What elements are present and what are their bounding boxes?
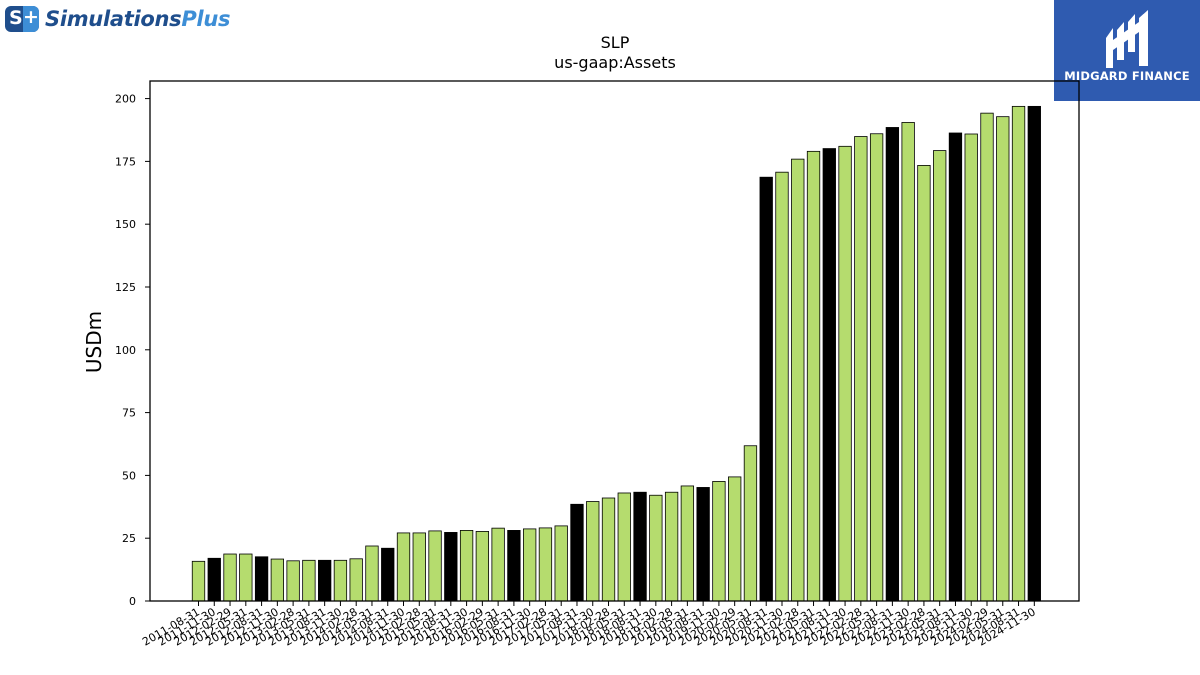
y-tick-label-25: 25 xyxy=(122,532,136,545)
bar-2015-02-28 xyxy=(412,532,426,602)
y-axis: 0 25 50 75 100 125 150 175 200 xyxy=(115,93,150,608)
logo-name-main: Simulations xyxy=(45,7,182,31)
y-axis-label: USDm xyxy=(82,311,106,373)
chart-title: SLP xyxy=(601,33,630,52)
bar-2014-11-30 xyxy=(396,532,411,602)
bar-2023-02-28 xyxy=(917,165,931,602)
bar-2013-11-30 xyxy=(333,559,348,602)
y-tick-label-75: 75 xyxy=(122,407,136,420)
bar-2014-02-28 xyxy=(349,558,363,602)
bar-2023-08-31 xyxy=(948,132,963,602)
bar-2021-08-31 xyxy=(822,148,836,602)
bar-2012-11-30 xyxy=(270,558,285,602)
bar-2012-08-31 xyxy=(254,556,269,602)
bar-2011-11-30 xyxy=(207,557,221,602)
bar-2016-11-30 xyxy=(523,528,537,602)
midgard-finance-logo: MIDGARD FINANCE xyxy=(1054,0,1200,101)
logo-mark-s: S xyxy=(9,7,23,29)
bar-2021-02-28 xyxy=(791,158,805,602)
bar-2014-05-31 xyxy=(365,545,379,602)
bar-2016-08-31 xyxy=(507,530,521,602)
bar-2019-02-28 xyxy=(664,491,679,602)
bar-2018-05-31 xyxy=(617,492,631,602)
bar-2021-11-30 xyxy=(838,145,852,602)
bar-2024-02-29 xyxy=(980,112,994,602)
bar-2019-11-30 xyxy=(712,481,726,602)
bar-2019-05-31 xyxy=(680,485,695,602)
bar-2012-05-31 xyxy=(239,553,253,602)
simulations-plus-logo-icon: S + xyxy=(5,6,39,32)
bar-2020-08-31 xyxy=(759,176,773,602)
bar-2015-05-31 xyxy=(428,530,442,602)
bar-2020-05-31 xyxy=(743,445,758,602)
bars-group xyxy=(191,105,1041,602)
bar-2013-02-28 xyxy=(286,560,300,602)
x-axis: 2011-08-312011-11-302012-02-292012-05-31… xyxy=(140,601,1038,649)
bar-2023-05-31 xyxy=(933,150,947,602)
bar-2015-11-30 xyxy=(459,530,474,602)
bar-2018-11-30 xyxy=(649,494,663,602)
bar-2018-02-28 xyxy=(601,497,616,602)
bar-2016-05-31 xyxy=(491,527,505,602)
bar-2013-05-31 xyxy=(302,559,316,602)
bar-2013-08-31 xyxy=(318,559,332,602)
y-tick-label-150: 150 xyxy=(115,218,136,231)
bar-2022-11-30 xyxy=(901,122,915,602)
plot-frame xyxy=(149,80,1080,602)
y-tick-label-175: 175 xyxy=(115,155,136,168)
y-tick-label-50: 50 xyxy=(122,469,136,482)
bar-2017-11-30 xyxy=(586,501,600,602)
bar-2024-11-30 xyxy=(1027,105,1041,602)
bar-2022-02-28 xyxy=(854,136,868,602)
bar-2023-11-30 xyxy=(964,133,978,602)
y-tick-label-0: 0 xyxy=(129,595,136,608)
logo-mark-plus: + xyxy=(23,6,39,28)
bar-2019-08-31 xyxy=(696,487,710,602)
bar-2014-08-31 xyxy=(381,547,395,602)
logo-name-accent: Plus xyxy=(181,7,231,31)
simulations-plus-logo: S + SimulationsPlus xyxy=(5,5,230,33)
bar-2024-08-31 xyxy=(1011,105,1026,602)
y-tick-label-100: 100 xyxy=(115,344,136,357)
bar-2017-05-31 xyxy=(554,525,568,602)
y-tick-label-200: 200 xyxy=(115,93,136,106)
bar-2015-08-31 xyxy=(444,532,458,602)
bar-2011-08-31 xyxy=(191,560,206,602)
bar-2022-05-31 xyxy=(869,133,884,602)
bar-2017-02-28 xyxy=(538,527,553,602)
bar-2021-05-31 xyxy=(806,150,821,602)
bar-2016-02-29 xyxy=(475,531,490,602)
midgard-logo-icon xyxy=(1106,10,1148,68)
bar-2022-08-31 xyxy=(885,127,900,602)
bar-2024-05-31 xyxy=(996,116,1010,602)
chart-subtitle: us-gaap:Assets xyxy=(554,53,676,72)
bar-2020-02-29 xyxy=(728,476,742,602)
bar-2020-11-30 xyxy=(775,171,789,602)
y-tick-label-125: 125 xyxy=(115,281,136,294)
bar-2017-08-31 xyxy=(570,503,584,602)
simulations-plus-logo-text: SimulationsPlus xyxy=(45,7,230,31)
bar-2018-08-31 xyxy=(633,491,647,602)
bar-2012-02-29 xyxy=(223,553,237,602)
midgard-logo-caption: MIDGARD FINANCE xyxy=(1064,69,1190,83)
